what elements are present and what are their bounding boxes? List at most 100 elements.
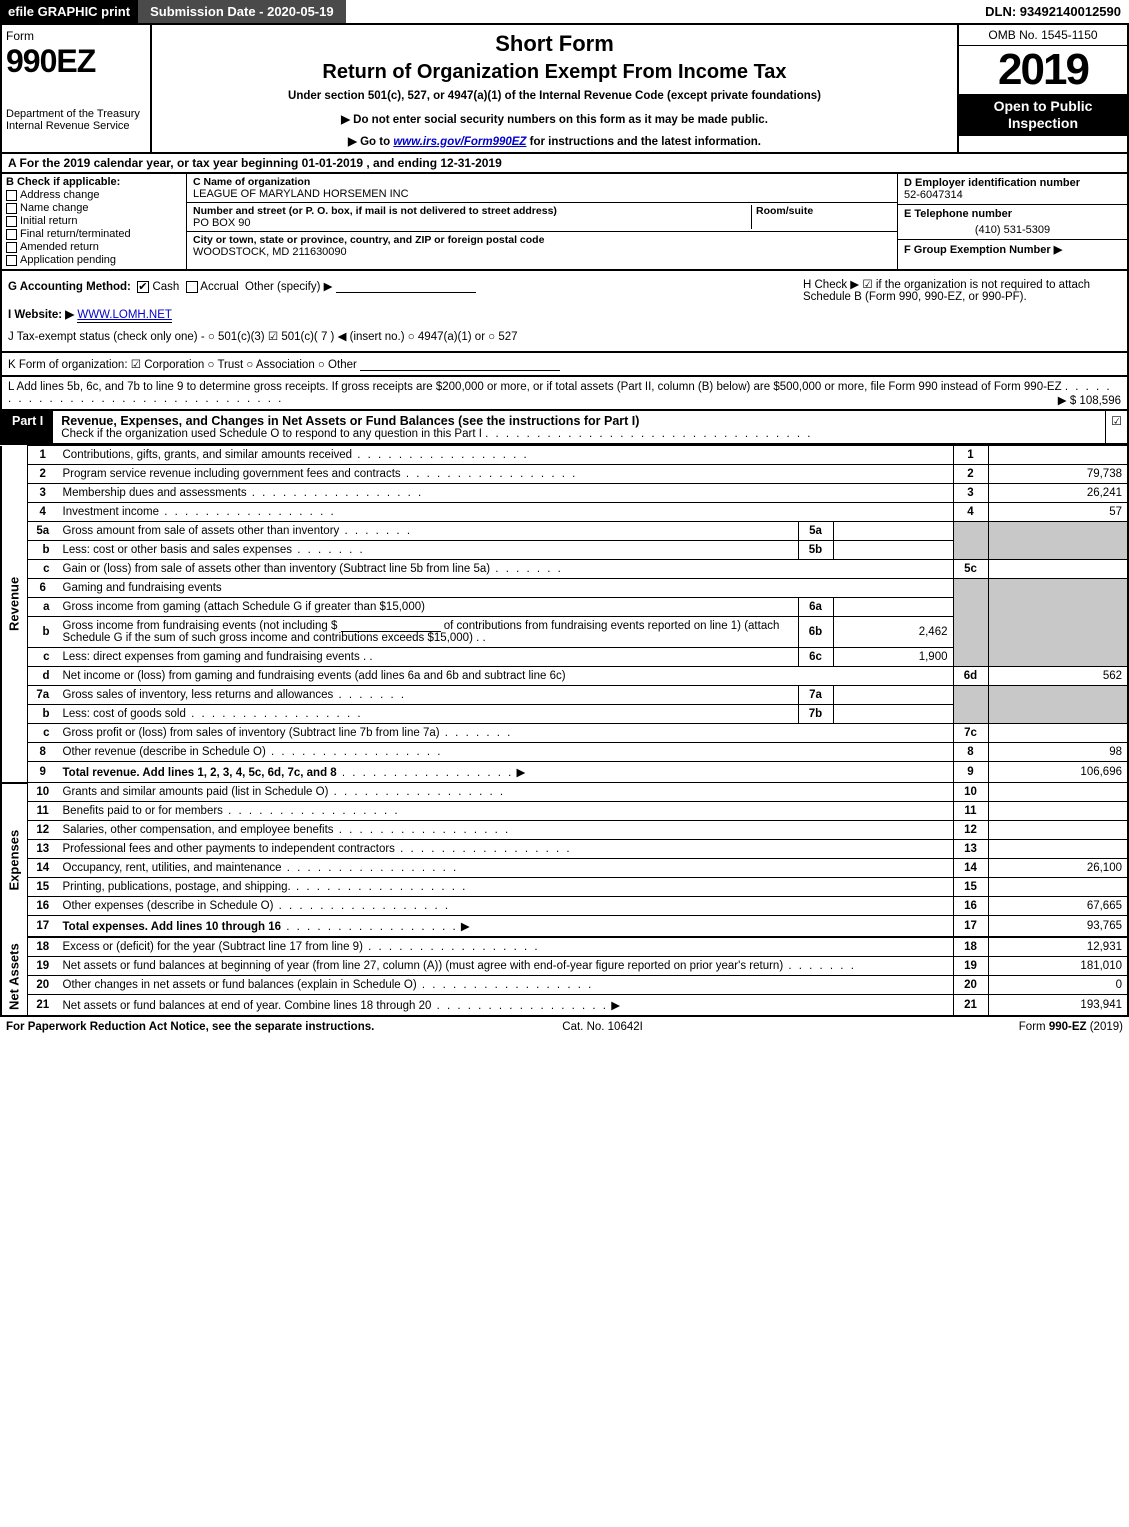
ln: 11	[28, 802, 58, 821]
cb-address-change[interactable]	[6, 190, 17, 201]
val: 181,010	[988, 957, 1128, 976]
org-name-label: C Name of organization	[193, 176, 891, 188]
mn: 20	[953, 976, 988, 995]
cb-name-change[interactable]	[6, 203, 17, 214]
phone-label: E Telephone number	[904, 208, 1121, 220]
val	[988, 878, 1128, 897]
part1-checkbox[interactable]: ☑	[1105, 411, 1127, 443]
cb-label: Application pending	[20, 254, 116, 266]
j-text: J Tax-exempt status (check only one) - ○…	[8, 331, 518, 343]
sv	[833, 522, 953, 541]
desc: Total revenue. Add lines 1, 2, 3, 4, 5c,…	[63, 767, 337, 779]
val: 562	[988, 667, 1128, 686]
dept-treasury: Department of the Treasury	[6, 108, 146, 120]
val: 67,665	[988, 897, 1128, 916]
other-specify-input[interactable]	[336, 292, 476, 293]
desc: Printing, publications, postage, and shi…	[63, 881, 291, 893]
ln: 16	[28, 897, 58, 916]
omb-number: OMB No. 1545-1150	[959, 25, 1127, 46]
mn: 2	[953, 465, 988, 484]
val: 79,738	[988, 465, 1128, 484]
ln: 3	[28, 484, 58, 503]
ln: d	[28, 667, 58, 686]
org-name: LEAGUE OF MARYLAND HORSEMEN INC	[193, 188, 891, 200]
line-j: J Tax-exempt status (check only one) - ○…	[8, 327, 791, 345]
footer-left: For Paperwork Reduction Act Notice, see …	[6, 1021, 374, 1033]
l-amount: ▶ $ 108,596	[1058, 393, 1121, 407]
val	[988, 802, 1128, 821]
h-text: H Check ▶ ☑ if the organization is not r…	[803, 279, 1090, 303]
irs-label: Internal Revenue Service	[6, 120, 146, 132]
group-exemption-label: F Group Exemption Number ▶	[904, 243, 1121, 256]
footer-center: Cat. No. 10642I	[562, 1021, 643, 1033]
open-to-public: Open to Public Inspection	[959, 94, 1127, 136]
val: 93,765	[988, 916, 1128, 938]
mn: 18	[953, 937, 988, 957]
val: 57	[988, 503, 1128, 522]
sb: 5a	[798, 522, 833, 541]
cb-cash[interactable]	[137, 281, 149, 293]
part1-header: Part I Revenue, Expenses, and Changes in…	[0, 409, 1129, 445]
mn: 19	[953, 957, 988, 976]
sv	[833, 541, 953, 560]
ln: 17	[28, 916, 58, 938]
col-b-check: B Check if applicable: Address change Na…	[2, 174, 187, 269]
section-net-assets: Net Assets	[1, 937, 28, 1016]
cb-final-return[interactable]	[6, 229, 17, 240]
ln: a	[28, 598, 58, 617]
lbl-other: Other (specify) ▶	[245, 281, 332, 293]
ln: 1	[28, 446, 58, 465]
section-revenue: Revenue	[1, 446, 28, 762]
desc: Gross income from gaming (attach Schedul…	[63, 601, 425, 613]
val	[988, 821, 1128, 840]
header-right-block: OMB No. 1545-1150 2019 Open to Public In…	[957, 25, 1127, 152]
val: 106,696	[988, 762, 1128, 783]
sb: 7b	[798, 705, 833, 724]
sb: 6a	[798, 598, 833, 617]
mn: 5c	[953, 560, 988, 579]
subtitle-section: Under section 501(c), 527, or 4947(a)(1)…	[160, 90, 949, 102]
line-k: K Form of organization: ☑ Corporation ○ …	[0, 353, 1129, 377]
ln: 20	[28, 976, 58, 995]
cb-initial-return[interactable]	[6, 216, 17, 227]
sub3-post: for instructions and the latest informat…	[530, 136, 761, 148]
dln-number: DLN: 93492140012590	[977, 0, 1129, 23]
efile-print-button[interactable]: efile GRAPHIC print	[0, 0, 138, 23]
street-label: Number and street (or P. O. box, if mail…	[193, 205, 751, 217]
cb-application-pending[interactable]	[6, 255, 17, 266]
desc: Benefits paid to or for members	[63, 805, 223, 817]
irs-gov-link[interactable]: www.irs.gov/Form990EZ	[393, 136, 526, 148]
website-link[interactable]: WWW.LOMH.NET	[77, 309, 172, 323]
city-label: City or town, state or province, country…	[193, 234, 891, 246]
line-g: G Accounting Method: Cash Accrual Other …	[8, 277, 791, 295]
sv: 2,462	[833, 617, 953, 648]
part1-label: Part I	[2, 411, 53, 443]
cb-label: Final return/terminated	[20, 228, 131, 240]
lbl-cash: Cash	[152, 281, 179, 293]
mn: 21	[953, 995, 988, 1017]
desc: Other revenue (describe in Schedule O)	[63, 746, 266, 758]
col-c-org: C Name of organization LEAGUE OF MARYLAN…	[187, 174, 897, 269]
k-other-input[interactable]	[360, 370, 560, 371]
ln: 5a	[28, 522, 58, 541]
desc: Other expenses (describe in Schedule O)	[63, 900, 274, 912]
ln: 13	[28, 840, 58, 859]
ln: 2	[28, 465, 58, 484]
desc: Excess or (deficit) for the year (Subtra…	[63, 941, 363, 953]
form-word: Form	[6, 29, 146, 43]
val: 12,931	[988, 937, 1128, 957]
sv: 1,900	[833, 648, 953, 667]
desc: Investment income	[63, 506, 160, 518]
ln: 21	[28, 995, 58, 1017]
k-text: K Form of organization: ☑ Corporation ○ …	[8, 359, 357, 371]
desc: Salaries, other compensation, and employ…	[63, 824, 334, 836]
desc: Gross amount from sale of assets other t…	[63, 525, 340, 537]
mn: 14	[953, 859, 988, 878]
ln: 18	[28, 937, 58, 957]
val: 98	[988, 743, 1128, 762]
mn: 12	[953, 821, 988, 840]
mn: 11	[953, 802, 988, 821]
cb-accrual[interactable]	[186, 281, 198, 293]
room-label: Room/suite	[756, 205, 891, 217]
cb-amended-return[interactable]	[6, 242, 17, 253]
